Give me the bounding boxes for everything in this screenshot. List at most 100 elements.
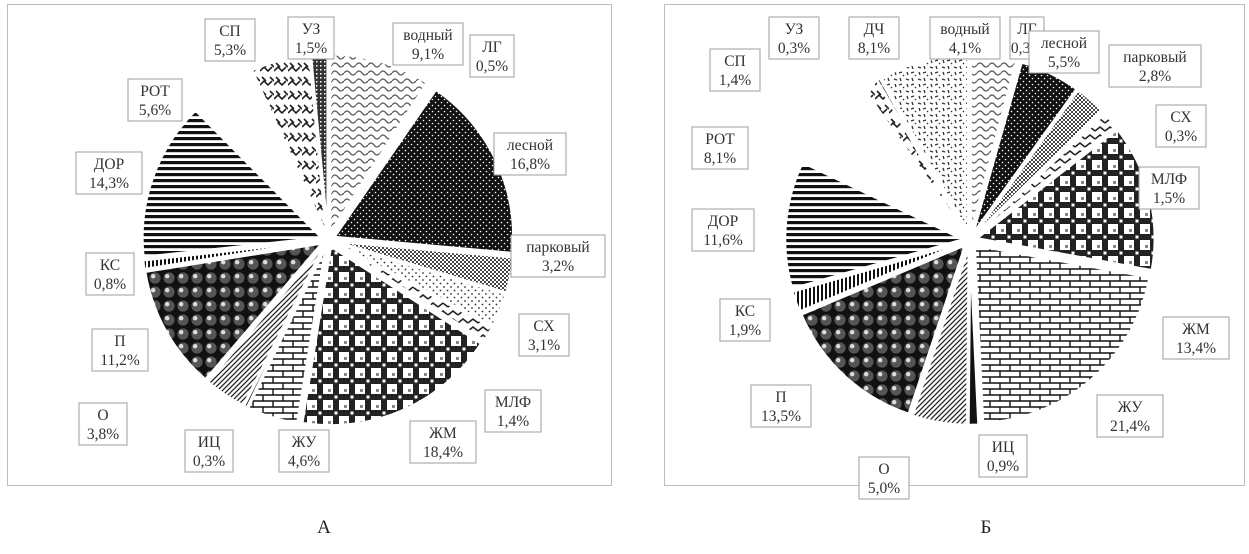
data-label-name: ДОР (94, 156, 124, 173)
pie-slice-13 (802, 88, 969, 239)
data-label-5: МЛФ 1,4% (484, 389, 542, 433)
pie-slice-10 (143, 241, 326, 382)
pie-chart-panel-a: водный 9,1% ЛГ 0,5% лесной 16,8% парковый 3,2% С… (7, 4, 612, 486)
pie-labels: водный 9,1% ЛГ 0,5% лесной 16,8% парковый 3,2% С… (75, 16, 606, 473)
data-label-value: 1,4% (497, 413, 529, 430)
data-label-10: П 13,5% (750, 384, 812, 428)
pie-slice-5 (974, 111, 1118, 237)
pie-slice-10 (799, 242, 968, 416)
data-label-11: КС 0,8% (85, 252, 135, 296)
data-label-3: парковый 3,2% (510, 234, 606, 278)
data-label-name: парковый (526, 239, 589, 256)
data-label-value: 4,1% (949, 40, 981, 57)
data-label-value: 1,9% (729, 322, 761, 339)
pie-slice-13 (196, 69, 326, 236)
data-label-name: МЛФ (1151, 171, 1187, 188)
pie-slice-7 (973, 243, 1152, 425)
data-label-value: 13,4% (1176, 340, 1216, 357)
data-label-name: ЛГ (482, 39, 502, 56)
data-label-name: СХ (1170, 109, 1191, 126)
data-label-value: 3,8% (87, 426, 119, 443)
data-label-3: парковый 2,8% (1108, 44, 1202, 88)
data-label-0: водный 4,1% (929, 16, 1001, 60)
pie-slice-1 (330, 81, 436, 235)
data-label-12: ДОР 14,3% (75, 151, 143, 195)
data-label-value: 0,3% (778, 40, 810, 57)
data-label-4: СХ 0,3% (1155, 104, 1207, 148)
data-label-name: СХ (533, 318, 554, 335)
data-label-value: 0,9% (987, 458, 1019, 475)
data-label-name: О (97, 407, 108, 424)
pie-slice-9 (910, 246, 971, 427)
data-label-name: СП (219, 23, 241, 40)
data-label-value: 0,3% (1165, 128, 1197, 145)
data-label-4: СХ 3,1% (518, 313, 570, 357)
data-label-6: ЖМ 18,4% (409, 420, 477, 464)
data-label-name: ЖУ (1118, 399, 1143, 416)
data-label-name: водный (403, 27, 452, 44)
data-label-value: 14,3% (89, 175, 129, 192)
data-label-0: водный 9,1% (392, 22, 464, 66)
data-label-2: лесной 16,8% (493, 132, 567, 176)
data-label-8: ИЦ 0,3% (184, 429, 234, 473)
data-label-value: 0,8% (94, 276, 126, 293)
data-label-value: 1,5% (1153, 190, 1185, 207)
data-label-value: 1,5% (295, 40, 327, 57)
data-label-value: 5,5% (1048, 54, 1080, 71)
data-label-name: ЖМ (1182, 321, 1210, 338)
data-label-name: РОТ (140, 83, 170, 100)
data-label-name: ЖУ (292, 434, 317, 451)
pie-slice-12 (783, 160, 967, 291)
data-label-value: 13,5% (761, 408, 801, 425)
data-label-14: СП 5,3% (204, 18, 256, 62)
data-label-6: ЖМ 13,4% (1162, 316, 1230, 360)
pie-slice-1 (970, 59, 1022, 234)
data-label-10: П 11,2% (91, 328, 149, 372)
data-label-name: УЗ (302, 21, 321, 38)
data-label-value: 18,4% (423, 444, 463, 461)
data-label-name: ЖМ (429, 425, 457, 442)
data-label-14: СП 1,4% (709, 48, 761, 92)
data-label-8: ИЦ 0,9% (978, 434, 1028, 478)
data-label-name: водный (940, 21, 989, 38)
pie-chart-a: водный 9,1% ЛГ 0,5% лесной 16,8% парковый 3,2% С… (75, 16, 606, 473)
data-label-16: ДЧ 8,1% (848, 16, 900, 60)
data-label-name: МЛФ (495, 394, 531, 411)
data-label-15: УЗ 0,3% (768, 16, 820, 60)
data-label-name: ИЦ (198, 434, 220, 451)
pie-slice-9 (206, 245, 326, 408)
caption-a: А (317, 517, 331, 538)
data-label-value: 8,1% (704, 150, 736, 167)
pie-slice-15 (875, 76, 968, 235)
pie-slice-8 (967, 246, 980, 427)
data-label-name: П (775, 389, 786, 406)
data-label-value: 3,2% (542, 258, 574, 275)
data-label-5: МЛФ 1,5% (1138, 166, 1200, 210)
data-label-name: лесной (507, 137, 553, 154)
data-label-9: О 3,8% (78, 402, 128, 446)
data-label-13: РОТ 8,1% (691, 126, 749, 170)
data-label-2: лесной 5,5% (1028, 30, 1100, 74)
data-label-name: УЗ (785, 21, 804, 38)
data-label-value: 11,2% (100, 352, 140, 369)
data-label-value: 11,6% (703, 232, 743, 249)
data-label-value: 16,8% (510, 156, 550, 173)
data-label-11: КС 1,9% (719, 298, 771, 342)
pie-slice-11 (141, 239, 322, 271)
data-label-name: РОТ (705, 131, 735, 148)
pie-slices (141, 52, 515, 427)
pie-chart-panel-b: водный 4,1% ЛГ 0,3% лесной 5,5% парковый 2,8% СХ… (664, 4, 1245, 500)
data-label-name: П (114, 333, 125, 350)
data-label-7: ЖУ 21,4% (1096, 394, 1164, 438)
data-label-value: 8,1% (858, 40, 890, 57)
pie-slices (783, 53, 1157, 427)
data-label-7: ЖУ 4,6% (278, 429, 330, 473)
data-label-value: 3,1% (528, 337, 560, 354)
data-label-name: О (878, 461, 889, 478)
data-label-name: ДОР (708, 213, 738, 230)
caption-b: Б (980, 517, 992, 538)
data-label-value: 5,3% (214, 42, 246, 59)
data-label-name: ИЦ (992, 439, 1014, 456)
data-label-value: 2,8% (1139, 68, 1171, 85)
